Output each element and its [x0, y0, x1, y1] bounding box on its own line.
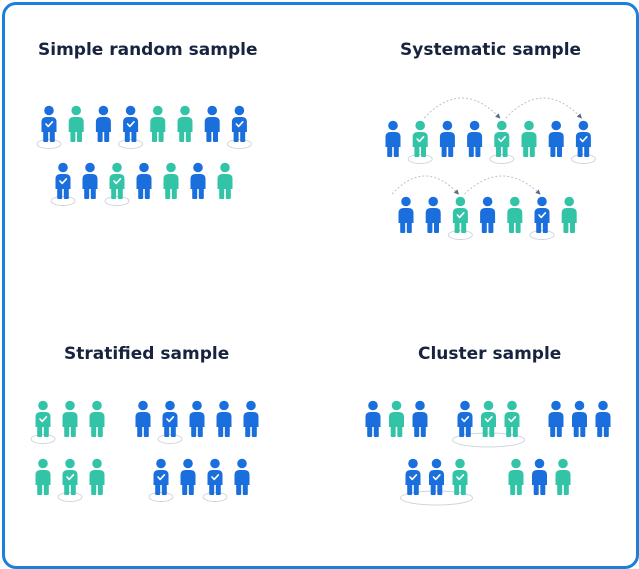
selected-person-icon: [457, 400, 473, 437]
check-icon: [484, 416, 493, 423]
selected-person-icon: [481, 400, 496, 437]
step-arrow-icon: [391, 175, 459, 195]
check-icon: [113, 178, 122, 185]
person-icon: [82, 162, 98, 199]
step-arrow-icon: [423, 97, 501, 119]
person-icon: [89, 400, 105, 437]
step-arrow-icon: [464, 175, 541, 195]
selected-person-icon: [407, 120, 433, 164]
person-icon: [136, 162, 152, 199]
person-icon: [177, 105, 193, 142]
check-icon: [416, 136, 425, 143]
panel-title-stratified: Stratified sample: [64, 344, 230, 364]
check-icon: [461, 416, 470, 423]
selected-person-icon: [157, 400, 183, 444]
person-icon: [365, 400, 381, 437]
person-icon: [561, 196, 577, 233]
person-icon: [412, 400, 428, 437]
selected-person-icon: [405, 458, 421, 495]
check-icon: [66, 474, 75, 481]
selected-person-icon: [57, 458, 83, 502]
person-icon: [507, 196, 523, 233]
person-icon: [389, 400, 404, 437]
person-icon: [217, 162, 233, 199]
selected-person-icon: [226, 105, 252, 149]
selected-person-icon: [504, 400, 520, 437]
person-icon: [68, 105, 84, 142]
person-icon: [548, 120, 564, 157]
person-icon: [95, 105, 111, 142]
person-icon: [62, 400, 78, 437]
person-icon: [521, 120, 537, 157]
person-icon: [385, 120, 401, 157]
check-icon: [456, 212, 465, 219]
check-icon: [432, 474, 441, 481]
person-icon: [555, 458, 571, 495]
stratified-sample-panel: [30, 400, 259, 502]
check-icon: [508, 416, 517, 423]
cluster-sample-panel: [365, 400, 611, 506]
cluster-outline: [452, 432, 525, 448]
check-icon: [45, 121, 54, 128]
selected-person-icon: [452, 458, 468, 495]
panel-title-systematic: Systematic sample: [400, 40, 582, 60]
selected-person-icon: [429, 458, 444, 495]
person-icon: [467, 120, 483, 157]
selected-person-icon: [50, 162, 76, 206]
check-icon: [409, 474, 418, 481]
person-icon: [572, 400, 587, 437]
check-icon: [39, 416, 48, 423]
person-icon: [89, 458, 105, 495]
person-icon: [439, 120, 455, 157]
person-icon: [190, 162, 206, 199]
check-icon: [538, 212, 547, 219]
selected-person-icon: [104, 162, 130, 206]
person-icon: [135, 400, 151, 437]
step-arrow-icon: [505, 97, 582, 119]
person-icon: [234, 458, 250, 495]
selected-person-icon: [30, 400, 56, 444]
person-icon: [532, 458, 547, 495]
selected-person-icon: [529, 196, 555, 240]
check-icon: [157, 474, 166, 481]
selected-person-icon: [36, 105, 62, 149]
selected-person-icon: [570, 120, 596, 164]
person-icon: [508, 458, 524, 495]
person-icon: [35, 458, 51, 495]
panel-title-cluster: Cluster sample: [418, 344, 562, 364]
person-icon: [548, 400, 564, 437]
check-icon: [211, 474, 220, 481]
person-icon: [480, 196, 496, 233]
selected-person-icon: [202, 458, 228, 502]
person-icon: [163, 162, 179, 199]
selected-person-icon: [447, 196, 473, 240]
panel-title-simple-random: Simple random sample: [38, 40, 258, 60]
check-icon: [456, 474, 465, 481]
cluster-outline: [400, 490, 473, 506]
check-icon: [59, 178, 68, 185]
person-icon: [189, 400, 205, 437]
check-icon: [126, 121, 135, 128]
check-icon: [498, 136, 506, 143]
check-icon: [166, 416, 175, 423]
check-icon: [235, 121, 244, 128]
person-icon: [204, 105, 220, 142]
check-icon: [579, 136, 588, 143]
systematic-sample-panel: [385, 97, 596, 240]
person-icon: [180, 458, 196, 495]
selected-person-icon: [148, 458, 174, 502]
selected-person-icon: [489, 120, 515, 164]
person-icon: [425, 196, 441, 233]
person-icon: [216, 400, 232, 437]
simple-random-sample-panel: [36, 105, 252, 206]
person-icon: [398, 196, 414, 233]
selected-person-icon: [118, 105, 144, 149]
person-icon: [595, 400, 611, 437]
person-icon: [243, 400, 259, 437]
person-icon: [150, 105, 166, 142]
